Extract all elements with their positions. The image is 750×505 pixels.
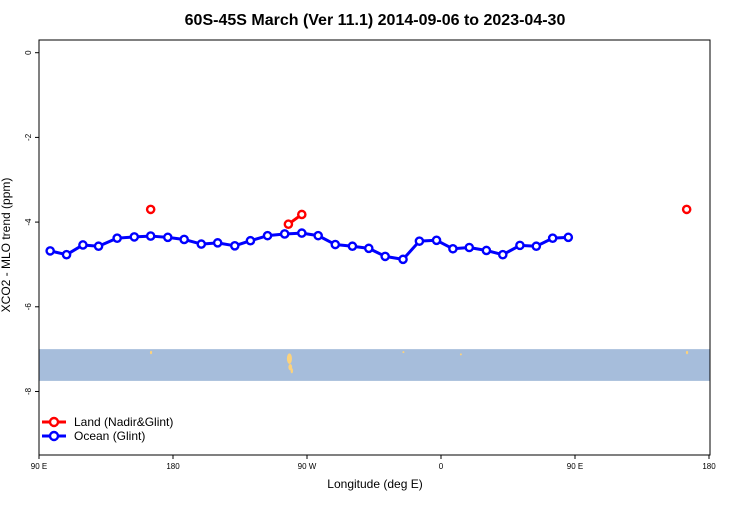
x-tick-label: 90 E [31, 462, 47, 471]
y-tick-label: -6 [24, 303, 33, 311]
ocean-point [162, 232, 173, 243]
ocean-point [179, 234, 189, 245]
legend-label: Land (Nadir&Glint) [74, 415, 173, 429]
ocean-point [448, 243, 458, 254]
ocean-point [112, 233, 122, 243]
land-patch [685, 350, 689, 355]
x-axis-label: Longitude (deg E) [327, 477, 422, 491]
ocean-point [129, 232, 140, 242]
y-tick-label: -4 [24, 218, 33, 226]
ocean-point [196, 239, 207, 249]
x-tick-label: 0 [439, 462, 444, 471]
land-patch [402, 351, 405, 354]
ocean-point [414, 236, 425, 246]
ocean-point [61, 249, 72, 260]
ocean-point [563, 232, 574, 243]
y-tick-label: 0 [24, 50, 33, 55]
ocean-point [380, 251, 390, 262]
chart-title: 60S-45S March (Ver 11.1) 2014-09-06 to 2… [185, 12, 566, 29]
ocean-point [398, 254, 408, 265]
land-point [681, 204, 692, 215]
legend-swatch-marker [48, 416, 60, 428]
legend-label: Ocean (Glint) [74, 429, 145, 443]
ocean-point [547, 233, 558, 243]
ocean-point [229, 241, 240, 251]
ocean-point [245, 235, 256, 246]
ocean-point [212, 238, 223, 248]
ocean-point [279, 229, 290, 239]
ocean-point [481, 245, 492, 256]
ocean-point [313, 230, 323, 241]
land-patch [290, 368, 294, 374]
land-patch [149, 350, 153, 355]
ocean-point [330, 239, 341, 250]
land-point [283, 219, 294, 230]
ocean-point [78, 240, 88, 250]
ocean-point [145, 231, 156, 241]
ocean-point [363, 243, 374, 254]
land-patch [286, 353, 292, 364]
land-point [145, 204, 156, 215]
ocean-point [93, 241, 104, 252]
y-tick-label: -8 [24, 387, 33, 395]
ocean-point [497, 249, 508, 260]
x-tick-label: 180 [702, 462, 716, 471]
ocean-point [296, 228, 307, 238]
x-tick-label: 90 E [567, 462, 583, 471]
land-point [296, 209, 307, 220]
y-tick-label: -2 [24, 133, 33, 141]
x-tick-label: 180 [166, 462, 180, 471]
map-band [39, 349, 710, 381]
ocean-point [347, 241, 358, 252]
plot-area: 90 E 180 90 W 0 90 E 180 0 -2 -4 -6 -8 [24, 39, 716, 471]
ocean-point [431, 235, 442, 246]
legend-swatch-marker [48, 430, 60, 442]
y-axis-label: XCO2 - MLO trend (ppm) [0, 178, 13, 313]
ocean-point [515, 240, 525, 251]
legend: Land (Nadir&Glint)Ocean (Glint) [42, 415, 173, 443]
ocean-series-line [49, 231, 569, 261]
ocean-point [262, 230, 273, 241]
ocean-point [531, 241, 542, 252]
land-patch [459, 353, 462, 356]
plot-frame [38, 39, 711, 456]
ocean-point [45, 246, 55, 256]
ocean-point [464, 242, 475, 253]
x-tick-label: 90 W [298, 462, 317, 471]
